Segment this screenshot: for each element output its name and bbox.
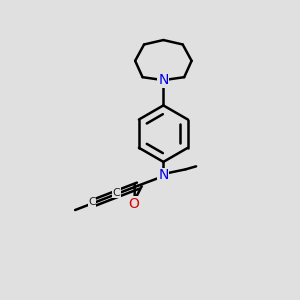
Text: N: N [158, 168, 169, 182]
Text: N: N [158, 73, 169, 87]
Text: C: C [113, 188, 121, 197]
Text: C: C [88, 197, 96, 207]
Text: O: O [128, 197, 139, 211]
